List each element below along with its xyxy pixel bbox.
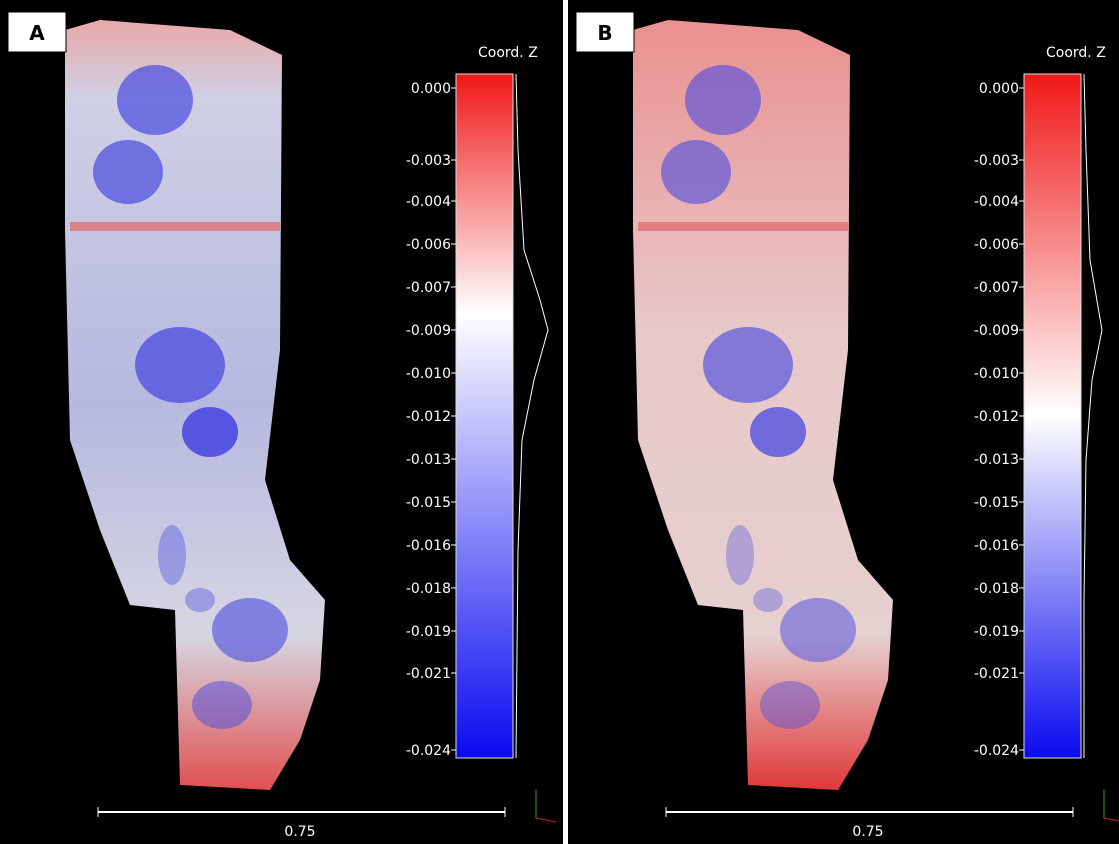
depression (93, 140, 163, 204)
colorbar-tick-label: -0.016 (406, 538, 451, 554)
scale-bar-label: 0.75 (284, 824, 315, 840)
colorbar-tick-label: -0.015 (974, 495, 1019, 511)
colorbar (456, 74, 513, 758)
scale-bar-label: 0.75 (852, 824, 883, 840)
colorbar-tick-label: 0.000 (979, 81, 1019, 97)
colorbar-tick-label: -0.024 (974, 743, 1019, 759)
depression (117, 65, 193, 135)
depression (212, 598, 288, 662)
colorbar-tick-label: -0.019 (406, 624, 451, 640)
depression (760, 681, 820, 729)
crack (638, 222, 848, 231)
depression (192, 681, 252, 729)
depression (753, 588, 783, 612)
colorbar-tick-label: -0.004 (406, 194, 451, 210)
colorbar-tick-label: -0.010 (406, 366, 451, 382)
colorbar-tick-label: -0.018 (406, 581, 451, 597)
colorbar-tick-label: -0.024 (406, 743, 451, 759)
colorbar-tick-label: -0.003 (974, 153, 1019, 169)
colorbar-tick-label: -0.019 (974, 624, 1019, 640)
colorbar-tick-label: -0.021 (974, 666, 1019, 682)
depression (135, 327, 225, 403)
colorbar-tick-label: -0.013 (974, 452, 1019, 468)
colorbar-tick-label: -0.004 (974, 194, 1019, 210)
depression (750, 407, 806, 457)
depression (726, 525, 754, 585)
colorbar-tick-label: -0.013 (406, 452, 451, 468)
depression (685, 65, 761, 135)
colorbar-tick-label: -0.009 (974, 323, 1019, 339)
colorbar-tick-label: -0.018 (974, 581, 1019, 597)
colorbar-tick-label: -0.012 (974, 409, 1019, 425)
figure: A Coord. Z 0.000 -0.003 -0.004 -0.006 -0.007 -0… (0, 0, 1119, 844)
depression (158, 525, 186, 585)
colorbar-tick-label: -0.015 (406, 495, 451, 511)
colorbar-tick-label: -0.016 (974, 538, 1019, 554)
depression (185, 588, 215, 612)
depression (780, 598, 856, 662)
colorbar (1024, 74, 1081, 758)
colorbar-title: Coord. Z (478, 45, 538, 61)
panel-label: A (29, 21, 45, 45)
panel: A Coord. Z 0.000 -0.003 -0.004 -0.006 -0.007 -0… (0, 0, 563, 844)
panel: B Coord. Z 0.000 -0.003 -0.004 -0.006 -0.007 -0… (568, 0, 1119, 844)
depression (661, 140, 731, 204)
crack (70, 222, 280, 231)
depression (182, 407, 238, 457)
colorbar-tick-label: -0.007 (974, 280, 1019, 296)
colorbar-tick-label: -0.006 (974, 237, 1019, 253)
depression (703, 327, 793, 403)
colorbar-tick-label: -0.010 (974, 366, 1019, 382)
colorbar-tick-label: -0.007 (406, 280, 451, 296)
colorbar-tick-label: -0.009 (406, 323, 451, 339)
panel-label: B (597, 21, 612, 45)
colorbar-tick-label: -0.003 (406, 153, 451, 169)
colorbar-tick-label: -0.021 (406, 666, 451, 682)
colorbar-tick-label: -0.012 (406, 409, 451, 425)
colorbar-tick-label: -0.006 (406, 237, 451, 253)
colorbar-title: Coord. Z (1046, 45, 1106, 61)
colorbar-tick-label: 0.000 (411, 81, 451, 97)
